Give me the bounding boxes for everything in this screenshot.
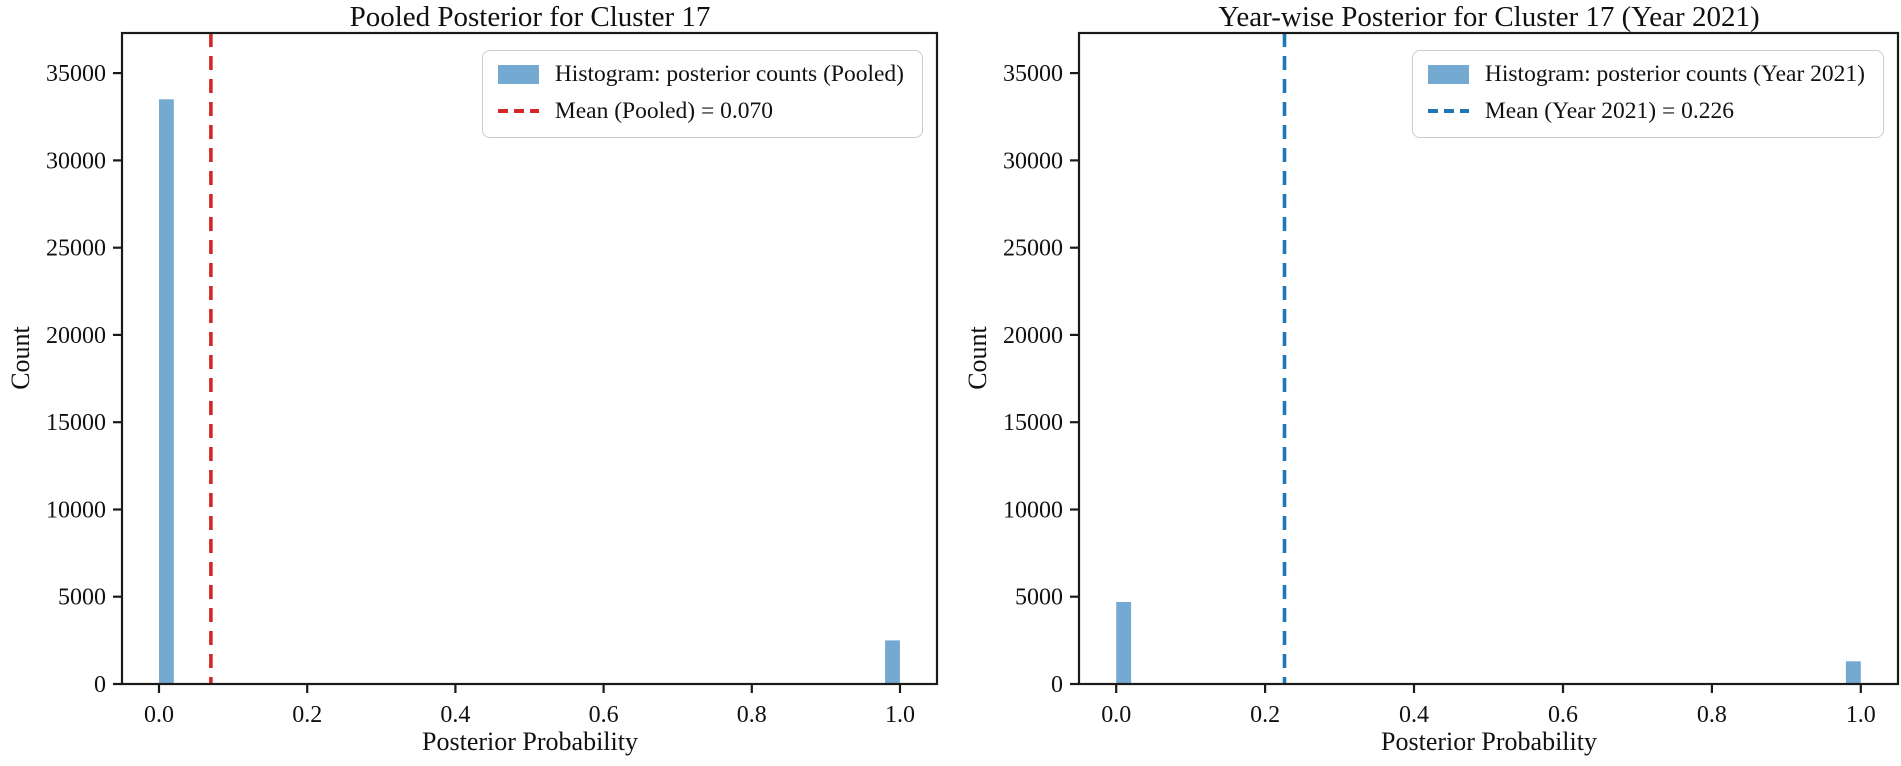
axes-spines bbox=[1077, 31, 1900, 686]
x-tick-label: 0.6 bbox=[1548, 702, 1578, 728]
x-tick-label: 0.8 bbox=[1697, 702, 1727, 728]
x-tick-label: 0.8 bbox=[737, 702, 767, 728]
x-tick-label: 0.4 bbox=[440, 702, 470, 728]
y-tick-label: 15000 bbox=[46, 410, 106, 436]
x-tick-label: 0.0 bbox=[144, 702, 174, 728]
y-axis-label: Count bbox=[6, 326, 35, 390]
mean-line-swatch-icon bbox=[1427, 109, 1469, 114]
x-axis-label: Posterior Probability bbox=[422, 727, 638, 756]
y-tick-label: 0 bbox=[1051, 672, 1063, 698]
legend-label: Mean (Year 2021) = 0.226 bbox=[1484, 97, 1734, 124]
y-tick-label: 5000 bbox=[1015, 585, 1063, 611]
histogram-bar bbox=[1845, 661, 1861, 684]
y-tick-label: 10000 bbox=[46, 498, 106, 524]
x-tick-label: 0.6 bbox=[589, 702, 619, 728]
legend-entry: Histogram: posterior counts (Year 2021) bbox=[1427, 61, 1865, 87]
page-title: Pooled Posterior for Cluster 17 bbox=[349, 1, 711, 33]
y-tick-label: 0 bbox=[94, 672, 106, 698]
legend: Histogram: posterior counts (Pooled) Mea… bbox=[481, 50, 923, 138]
y-tick-label: 20000 bbox=[1003, 323, 1063, 349]
histogram-bar bbox=[885, 640, 900, 684]
legend-label: Histogram: posterior counts (Year 2021) bbox=[1484, 61, 1865, 87]
x-axis-label: Posterior Probability bbox=[1381, 727, 1597, 756]
y-tick-label: 5000 bbox=[58, 585, 106, 611]
x-tick-label: 0.2 bbox=[1250, 702, 1280, 728]
x-tick-label: 1.0 bbox=[1846, 702, 1876, 728]
histogram-swatch-icon bbox=[1427, 65, 1469, 85]
histogram-swatch-icon bbox=[497, 65, 539, 85]
y-tick-label: 25000 bbox=[46, 236, 106, 262]
y-tick-label: 20000 bbox=[46, 323, 106, 349]
axes-spines bbox=[120, 31, 939, 686]
y-tick-label: 35000 bbox=[1003, 61, 1063, 87]
x-tick-label: 0.0 bbox=[1101, 702, 1131, 728]
page-title: Year-wise Posterior for Cluster 17 (Year… bbox=[1218, 1, 1760, 33]
histogram-bar bbox=[1116, 602, 1132, 684]
legend-entry: Mean (Year 2021) = 0.226 bbox=[1427, 97, 1865, 124]
mean-line-swatch-icon bbox=[497, 109, 539, 114]
y-tick-label: 10000 bbox=[1003, 498, 1063, 524]
y-tick-label: 30000 bbox=[1003, 148, 1063, 174]
legend: Histogram: posterior counts (Year 2021) … bbox=[1411, 50, 1884, 138]
legend-label: Histogram: posterior counts (Pooled) bbox=[554, 61, 904, 87]
x-tick-label: 1.0 bbox=[885, 702, 915, 728]
y-tick-label: 25000 bbox=[1003, 236, 1063, 262]
y-tick-label: 30000 bbox=[46, 148, 106, 174]
y-tick-label: 35000 bbox=[46, 61, 106, 87]
y-axis-label: Count bbox=[963, 326, 992, 390]
x-tick-label: 0.2 bbox=[292, 702, 322, 728]
y-tick-label: 15000 bbox=[1003, 410, 1063, 436]
legend-entry: Histogram: posterior counts (Pooled) bbox=[497, 61, 904, 87]
legend-label: Mean (Pooled) = 0.070 bbox=[554, 97, 774, 124]
legend-entry: Mean (Pooled) = 0.070 bbox=[497, 97, 904, 124]
histogram-bar bbox=[159, 99, 174, 685]
x-tick-label: 0.4 bbox=[1399, 702, 1429, 728]
